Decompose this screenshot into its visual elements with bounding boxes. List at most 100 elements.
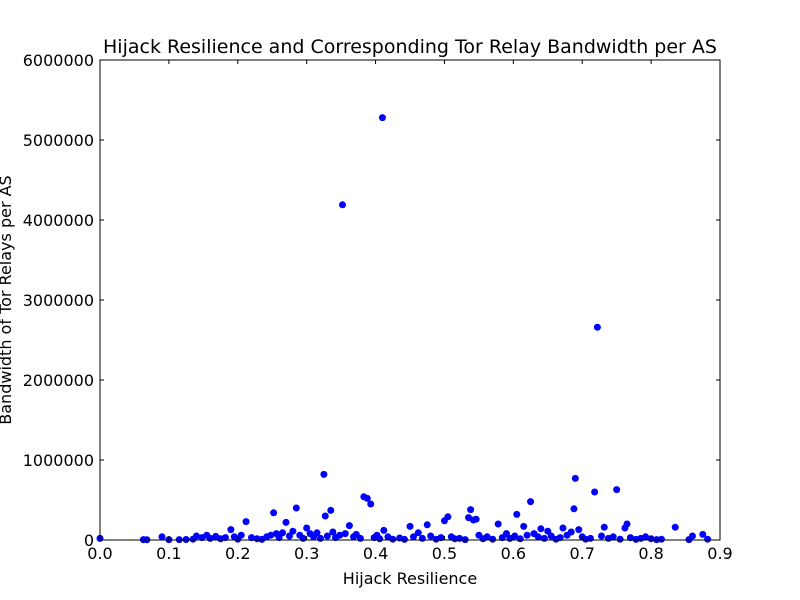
- x-tick-label: 0.8: [638, 544, 663, 563]
- y-tick-label: 3000000: [23, 291, 94, 310]
- x-tick-label: 0.5: [432, 544, 457, 563]
- data-point: [593, 323, 601, 331]
- data-point: [567, 528, 575, 536]
- data-point: [323, 532, 331, 540]
- data-point: [329, 528, 337, 536]
- x-tick-label: 0.7: [569, 544, 594, 563]
- data-point: [489, 535, 497, 543]
- data-point: [559, 524, 567, 532]
- data-point: [616, 535, 624, 543]
- data-point: [279, 529, 287, 537]
- data-point: [406, 522, 414, 530]
- data-point: [483, 533, 491, 541]
- data-point: [600, 523, 608, 531]
- data-point: [158, 533, 166, 541]
- data-point: [378, 114, 386, 122]
- data-point: [320, 470, 328, 478]
- data-point: [699, 530, 707, 538]
- y-axis-ticks: 0 1000000 2000000 3000000 4000000 5000000 6000…: [23, 51, 720, 550]
- x-tick-label: 0.6: [501, 544, 526, 563]
- x-axis-label: Hijack Resilience: [343, 569, 477, 588]
- x-tick-label: 0.4: [363, 544, 388, 563]
- data-point: [520, 522, 528, 530]
- data-point: [688, 532, 696, 540]
- data-point: [270, 509, 278, 517]
- data-point: [321, 512, 329, 520]
- data-point: [376, 535, 384, 543]
- data-point: [345, 522, 353, 530]
- data-point: [571, 474, 579, 482]
- y-tick-label: 1000000: [23, 451, 94, 470]
- data-point: [356, 534, 364, 542]
- data-point: [327, 506, 335, 514]
- data-point: [400, 535, 408, 543]
- data-point: [313, 529, 321, 537]
- y-tick-label: 2000000: [23, 371, 94, 390]
- data-point: [316, 534, 324, 542]
- data-point: [598, 532, 606, 540]
- data-point: [389, 535, 397, 543]
- data-point: [623, 520, 631, 528]
- data-point: [267, 531, 275, 539]
- x-axis-ticks: 0.0 0.1 0.2 0.3 0.4 0.5 0.6 0.7 0.8 0.9: [87, 60, 733, 563]
- data-point: [704, 535, 712, 543]
- data-point: [591, 488, 599, 496]
- data-point: [513, 510, 521, 518]
- data-point: [472, 515, 480, 523]
- data-point: [523, 531, 531, 539]
- chart-title: Hijack Resilience and Corresponding Tor …: [103, 36, 717, 58]
- data-point: [467, 506, 475, 514]
- data-point: [363, 494, 371, 502]
- data-point: [642, 533, 650, 541]
- data-point: [537, 525, 545, 533]
- data-point: [336, 531, 344, 539]
- data-point: [444, 513, 452, 521]
- data-point: [248, 534, 256, 542]
- y-tick-label: 6000000: [23, 51, 94, 70]
- x-tick-label: 0.2: [225, 544, 250, 563]
- data-point: [527, 498, 535, 506]
- x-tick-label: 0.0: [87, 544, 112, 563]
- data-point: [586, 534, 594, 542]
- x-tick-label: 0.9: [707, 544, 732, 563]
- y-tick-label: 4000000: [23, 211, 94, 230]
- data-point: [289, 527, 297, 535]
- data-point: [613, 486, 621, 494]
- y-tick-label: 0: [84, 531, 94, 550]
- data-point: [609, 533, 617, 541]
- data-point: [540, 534, 548, 542]
- data-point: [516, 535, 524, 543]
- data-point: [427, 532, 435, 540]
- data-point: [423, 521, 431, 529]
- data-point: [367, 500, 375, 508]
- data-point: [418, 534, 426, 542]
- data-points: [96, 114, 712, 544]
- data-point: [282, 518, 290, 526]
- data-point: [414, 529, 422, 537]
- data-point: [494, 520, 502, 528]
- data-point: [192, 532, 200, 540]
- y-axis-label: Bandwidth of Tor Relays per AS: [0, 175, 15, 424]
- x-tick-label: 0.3: [294, 544, 319, 563]
- data-point: [534, 533, 542, 541]
- data-point: [341, 530, 349, 538]
- plot-frame: [99, 59, 721, 541]
- data-point: [657, 535, 665, 543]
- data-point: [338, 201, 346, 209]
- data-point: [626, 534, 634, 542]
- data-point: [380, 526, 388, 534]
- data-point: [237, 531, 245, 539]
- data-point: [227, 526, 235, 534]
- data-point: [556, 534, 564, 542]
- y-tick-label: 5000000: [23, 131, 94, 150]
- data-point: [437, 534, 445, 542]
- data-point: [570, 505, 578, 513]
- data-point: [409, 533, 417, 541]
- data-point: [303, 524, 311, 532]
- data-point: [671, 523, 679, 531]
- data-point: [242, 518, 250, 526]
- data-point: [299, 534, 307, 542]
- x-tick-label: 0.1: [156, 544, 181, 563]
- data-point: [292, 504, 300, 512]
